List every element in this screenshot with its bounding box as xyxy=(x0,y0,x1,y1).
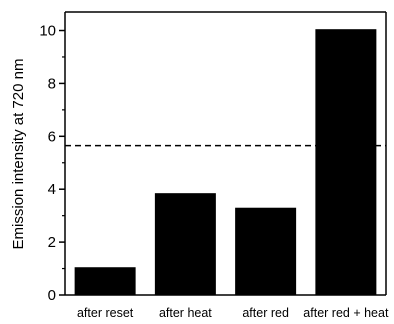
y-axis-title: Emission intensity at 720 nm xyxy=(10,59,27,250)
x-category-label: after red xyxy=(242,306,289,320)
y-tick-label: 4 xyxy=(48,181,56,198)
y-tick-label: 8 xyxy=(48,75,56,92)
y-tick-label: 10 xyxy=(39,23,56,40)
x-labels: after reset after heat after red after red … xyxy=(77,306,389,320)
bar xyxy=(74,267,136,295)
y-ticks: 0 2 4 6 8 10 xyxy=(39,23,65,304)
bar xyxy=(315,29,377,295)
y-tick-label: 6 xyxy=(48,128,56,145)
x-category-label: after reset xyxy=(77,306,134,320)
bars xyxy=(74,29,377,295)
bar xyxy=(154,193,216,295)
bar xyxy=(235,207,297,295)
y-tick-label: 2 xyxy=(48,234,56,251)
x-category-label: after red + heat xyxy=(303,306,389,320)
x-category-label: after heat xyxy=(159,306,212,320)
y-tick-label: 0 xyxy=(48,287,56,304)
